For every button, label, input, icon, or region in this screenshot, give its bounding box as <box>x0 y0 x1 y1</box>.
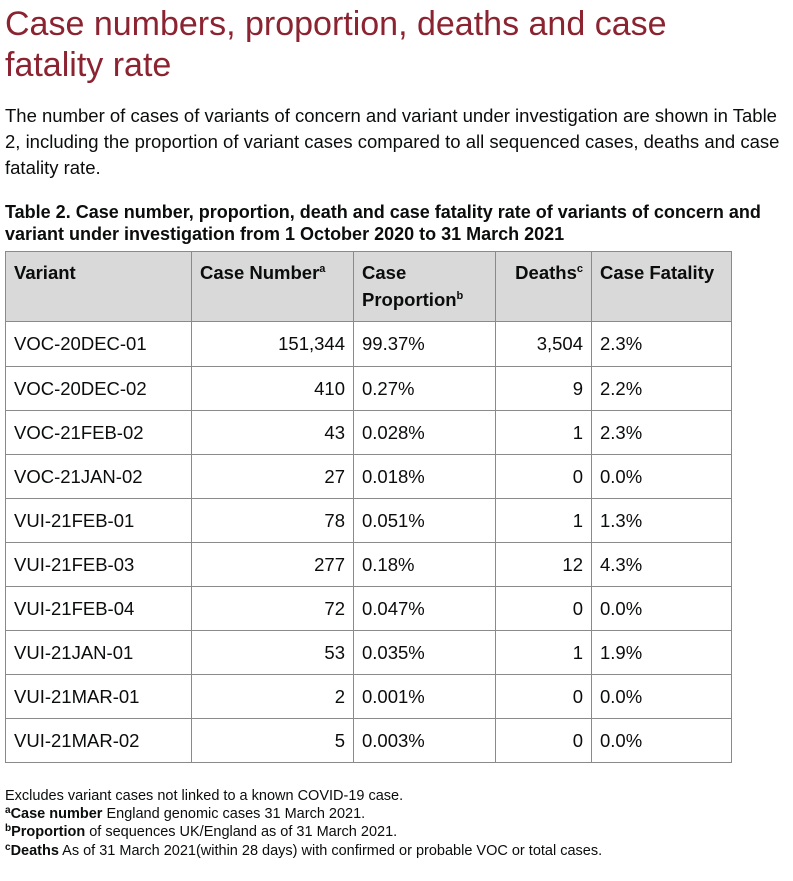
cell-variant: VUI-21FEB-03 <box>5 542 192 587</box>
header-deaths: Deathsc <box>495 251 592 322</box>
page-title: Case numbers, proportion, deaths and cas… <box>5 5 667 84</box>
cell-case-number: 43 <box>191 410 354 455</box>
cell-deaths: 12 <box>495 542 592 587</box>
footnote-marker-b: b <box>456 290 464 302</box>
cell-case-fatality: 1.9% <box>591 630 732 675</box>
cell-deaths: 3,504 <box>495 321 592 367</box>
header-row: Variant Case Numbera Case Proportionb De… <box>5 251 732 322</box>
cell-case-proportion: 0.018% <box>353 454 496 499</box>
table-row: VUI-21FEB-03 277 0.18% 12 4.3% <box>5 542 732 587</box>
cell-variant: VOC-21FEB-02 <box>5 410 192 455</box>
cell-case-fatality: 0.0% <box>591 674 732 719</box>
header-case-number-label: Case Number <box>200 262 320 283</box>
cell-case-fatality: 0.0% <box>591 586 732 631</box>
cell-case-number: 27 <box>191 454 354 499</box>
cell-variant: VUI-21MAR-02 <box>5 718 192 763</box>
footnote-a-term: Case number <box>10 806 103 823</box>
cell-case-number: 277 <box>191 542 354 587</box>
cell-case-proportion: 0.051% <box>353 498 496 543</box>
cell-case-proportion: 0.035% <box>353 630 496 675</box>
cell-deaths: 0 <box>495 586 592 631</box>
footnote-b-marker: b <box>5 823 12 835</box>
cell-deaths: 1 <box>495 410 592 455</box>
footnote-a: aCase number England genomic cases 31 Ma… <box>5 805 788 823</box>
footnote-excludes: Excludes variant cases not linked to a k… <box>5 788 404 804</box>
cell-deaths: 1 <box>495 498 592 543</box>
table-body: VOC-20DEC-01 151,344 99.37% 3,504 2.3% VOC-20… <box>5 321 732 763</box>
cell-case-fatality: 2.3% <box>591 321 732 367</box>
table-row: VUI-21JAN-01 53 0.035% 1 1.9% <box>5 630 732 675</box>
cell-variant: VOC-20DEC-02 <box>5 366 192 411</box>
header-case-proportion-label: Case Proportion <box>362 262 457 310</box>
header-variant-label: Variant <box>14 262 76 283</box>
table-row: VUI-21MAR-01 2 0.001% 0 0.0% <box>5 674 732 719</box>
header-case-number: Case Numbera <box>191 251 354 322</box>
header-variant: Variant <box>5 251 192 322</box>
variants-table: Variant Case Numbera Case Proportionb De… <box>5 251 732 763</box>
document-page: Case numbers, proportion, deaths and cas… <box>5 5 788 860</box>
cell-variant: VOC-21JAN-02 <box>5 454 192 499</box>
table-row: VOC-20DEC-02 410 0.27% 9 2.2% <box>5 366 732 411</box>
cell-case-proportion: 0.028% <box>353 410 496 455</box>
footnote-a-marker: a <box>5 805 11 817</box>
cell-case-proportion: 0.001% <box>353 674 496 719</box>
cell-deaths: 0 <box>495 454 592 499</box>
cell-variant: VUI-21FEB-04 <box>5 586 192 631</box>
footnote-c-term: Deaths <box>10 842 59 859</box>
cell-variant: VUI-21JAN-01 <box>5 630 192 675</box>
table-row: VUI-21FEB-04 72 0.047% 0 0.0% <box>5 586 732 631</box>
footnote-c-marker: c <box>5 841 11 853</box>
cell-case-fatality: 2.2% <box>591 366 732 411</box>
cell-variant: VUI-21FEB-01 <box>5 498 192 543</box>
cell-variant: VOC-20DEC-01 <box>5 321 192 367</box>
cell-case-proportion: 0.003% <box>353 718 496 763</box>
table-caption: Table 2. Case number, proportion, death … <box>5 202 761 244</box>
cell-deaths: 9 <box>495 366 592 411</box>
cell-deaths: 0 <box>495 674 592 719</box>
footnote-b-text: of sequences UK/England as of 31 March 2… <box>85 824 398 841</box>
cell-case-number: 2 <box>191 674 354 719</box>
footnote-c-text: As of 31 March 2021(within 28 days) with… <box>58 842 603 859</box>
cell-case-proportion: 0.27% <box>353 366 496 411</box>
cell-case-fatality: 2.3% <box>591 410 732 455</box>
cell-case-proportion: 99.37% <box>353 321 496 367</box>
cell-case-number: 72 <box>191 586 354 631</box>
cell-deaths: 0 <box>495 718 592 763</box>
cell-case-number: 151,344 <box>191 321 354 367</box>
cell-case-fatality: 0.0% <box>591 454 732 499</box>
cell-case-fatality: 1.3% <box>591 498 732 543</box>
cell-case-number: 53 <box>191 630 354 675</box>
footnote-b: bProportion of sequences UK/England as o… <box>5 823 788 841</box>
cell-deaths: 1 <box>495 630 592 675</box>
footnote-c: cDeaths As of 31 March 2021(within 28 da… <box>5 842 788 860</box>
footnote-b-term: Proportion <box>11 824 86 841</box>
intro-paragraph: The number of cases of variants of conce… <box>5 105 780 178</box>
cell-case-fatality: 4.3% <box>591 542 732 587</box>
footnotes: Excludes variant cases not linked to a k… <box>5 787 788 860</box>
cell-variant: VUI-21MAR-01 <box>5 674 192 719</box>
cell-case-proportion: 0.047% <box>353 586 496 631</box>
header-case-proportion: Case Proportionb <box>353 251 496 322</box>
table-row: VUI-21MAR-02 5 0.003% 0 0.0% <box>5 718 732 763</box>
footnote-marker-c: c <box>576 263 583 275</box>
table-row: VUI-21FEB-01 78 0.051% 1 1.3% <box>5 498 732 543</box>
table-row: VOC-20DEC-01 151,344 99.37% 3,504 2.3% <box>5 321 732 367</box>
footnote-a-text: England genomic cases 31 March 2021. <box>102 806 366 823</box>
header-case-fatality: Case Fatality <box>591 251 732 322</box>
cell-case-number: 78 <box>191 498 354 543</box>
table-header: Variant Case Numbera Case Proportionb De… <box>5 251 732 322</box>
table-row: VOC-21FEB-02 43 0.028% 1 2.3% <box>5 410 732 455</box>
cell-case-number: 5 <box>191 718 354 763</box>
header-case-fatality-label: Case Fatality <box>600 262 715 283</box>
cell-case-number: 410 <box>191 366 354 411</box>
cell-case-fatality: 0.0% <box>591 718 732 763</box>
footnote-marker-a: a <box>319 263 326 275</box>
cell-case-proportion: 0.18% <box>353 542 496 587</box>
header-deaths-label: Deaths <box>515 262 577 283</box>
table-row: VOC-21JAN-02 27 0.018% 0 0.0% <box>5 454 732 499</box>
